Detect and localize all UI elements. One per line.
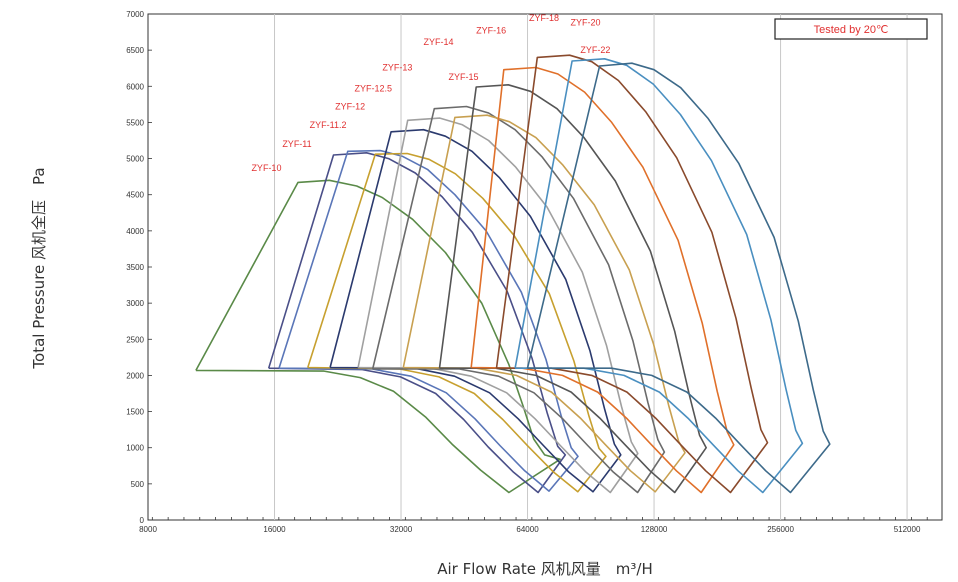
x-tick-label: 512000 — [894, 525, 921, 534]
series-line — [495, 54, 769, 494]
curves — [195, 54, 831, 494]
y-tick-label: 3000 — [126, 299, 144, 308]
curve-labels: ZYF-10 ZYF-11 ZYF-11.2 ZYF-12 ZYF-12.5 ZYF-13… — [251, 13, 610, 173]
note-box-border — [774, 18, 928, 40]
y-tick-label: 7000 — [126, 10, 144, 19]
note-text: Tested by 20℃ — [814, 24, 889, 36]
series-label: ZYF-15 — [448, 72, 478, 82]
series-line — [357, 117, 639, 494]
series-line — [195, 179, 561, 494]
series-line — [267, 152, 567, 494]
y-tick-label: 0 — [140, 516, 145, 525]
series-label: ZYF-11.2 — [310, 120, 347, 130]
y-tick-label: 2500 — [126, 335, 144, 344]
y-axis-ticks: 0 500 1000 1500 2000 2500 3000 3500 4000 4500 5000… — [126, 10, 144, 525]
x-tick-label: 32000 — [390, 525, 413, 534]
y-tick-label: 1500 — [126, 408, 144, 417]
x-tick-label: 128000 — [641, 525, 668, 534]
series-label: ZYF-16 — [476, 26, 506, 36]
plot-area — [147, 13, 943, 521]
y-tick-label: 5000 — [126, 155, 144, 164]
x-tick-label: 8000 — [139, 525, 157, 534]
y-tick-label: 3500 — [126, 263, 144, 272]
series-label: ZYF-14 — [424, 37, 454, 47]
series-line — [371, 105, 666, 494]
x-axis-title: Air Flow Rate 风机风量 m³/H — [437, 560, 653, 578]
x-tick-label: 64000 — [516, 525, 539, 534]
series-line — [278, 149, 579, 492]
series-line — [526, 62, 831, 494]
series-line — [402, 114, 686, 493]
series-label: ZYF-10 — [251, 163, 281, 173]
y-tick-label: 6500 — [126, 46, 144, 55]
series-label: ZYF-22 — [580, 45, 610, 55]
y-axis-title: Total Pressure 风机全压 Pa — [30, 167, 48, 369]
y-tick-label: 5500 — [126, 118, 144, 127]
series-line — [438, 84, 707, 494]
series-line — [470, 66, 735, 494]
y-tick-label: 1000 — [126, 444, 144, 453]
grid — [148, 13, 928, 521]
series-label: ZYF-12 — [335, 101, 365, 111]
series-label: ZYF-20 — [571, 18, 601, 28]
series-label: ZYF-11 — [282, 139, 311, 149]
y-tick-label: 6000 — [126, 82, 144, 91]
note-box: Tested by 20℃ — [774, 18, 928, 40]
series-label: ZYF-13 — [382, 62, 412, 72]
x-tick-label: 256000 — [767, 525, 794, 534]
y-tick-label: 500 — [131, 480, 145, 489]
series-label: ZYF-12.5 — [355, 83, 393, 93]
y-tick-label: 4000 — [126, 227, 144, 236]
x-tick-label: 16000 — [263, 525, 286, 534]
series-label: ZYF-18 — [529, 13, 559, 23]
y-tick-label: 2000 — [126, 371, 144, 380]
y-tick-label: 4500 — [126, 191, 144, 200]
x-axis-ticks: 8000 16000 32000 64000 128000 256000 512000 — [139, 525, 921, 534]
series-line — [514, 58, 804, 494]
